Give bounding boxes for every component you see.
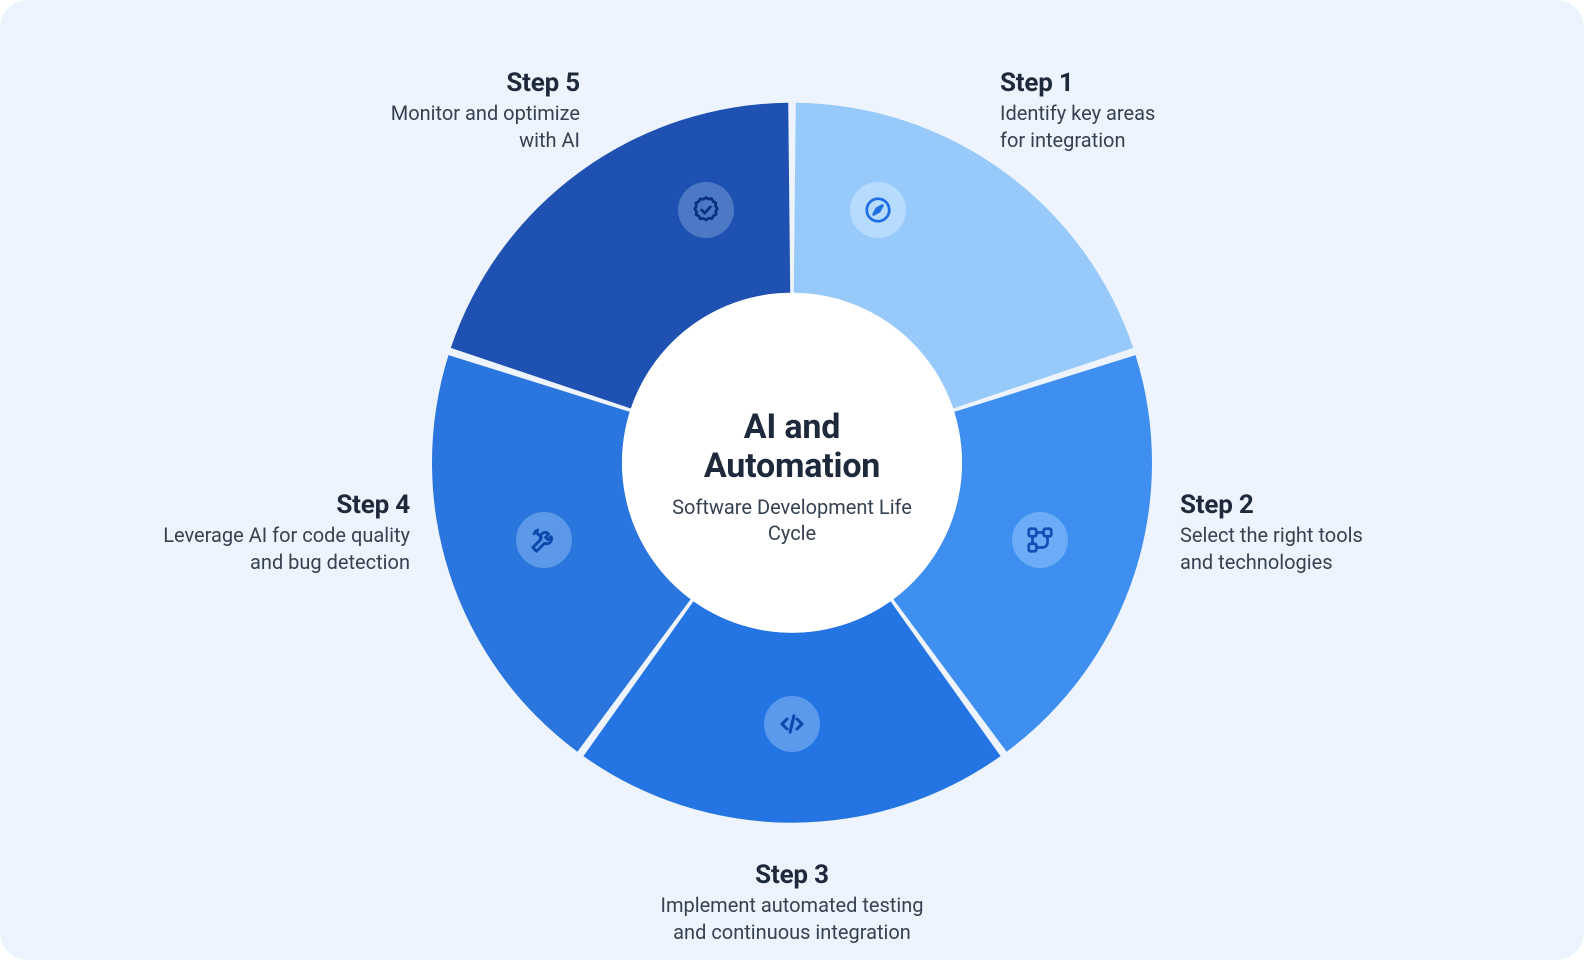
step4-label: Step 4 Leverage AI for code quality and … [78,490,410,576]
center-title: AI and Automation [652,408,932,486]
step1-label: Step 1 Identify key areas for integratio… [1000,68,1260,154]
modules-icon [1012,512,1068,568]
step3-desc: Implement automated testing and continuo… [592,892,992,946]
step4-title: Step 4 [78,490,410,520]
diagram-canvas: AI and Automation Software Development L… [0,0,1584,960]
tools-icon [516,512,572,568]
center-label: AI and Automation Software Development L… [652,408,932,546]
step2-label: Step 2 Select the right tools and techno… [1180,490,1460,576]
step5-title: Step 5 [310,68,580,98]
step5-label: Step 5 Monitor and optimize with AI [310,68,580,154]
step2-title: Step 2 [1180,490,1460,520]
step5-desc: Monitor and optimize with AI [310,100,580,154]
code-icon [764,696,820,752]
step3-title: Step 3 [592,860,992,890]
step3-label: Step 3 Implement automated testing and c… [592,860,992,946]
step2-desc: Select the right tools and technologies [1180,522,1460,576]
step4-desc: Leverage AI for code quality and bug det… [78,522,410,576]
step1-title: Step 1 [1000,68,1260,98]
verified-icon [678,182,734,238]
center-subtitle: Software Development Life Cycle [652,494,932,546]
step1-desc: Identify key areas for integration [1000,100,1260,154]
compass-icon [850,182,906,238]
